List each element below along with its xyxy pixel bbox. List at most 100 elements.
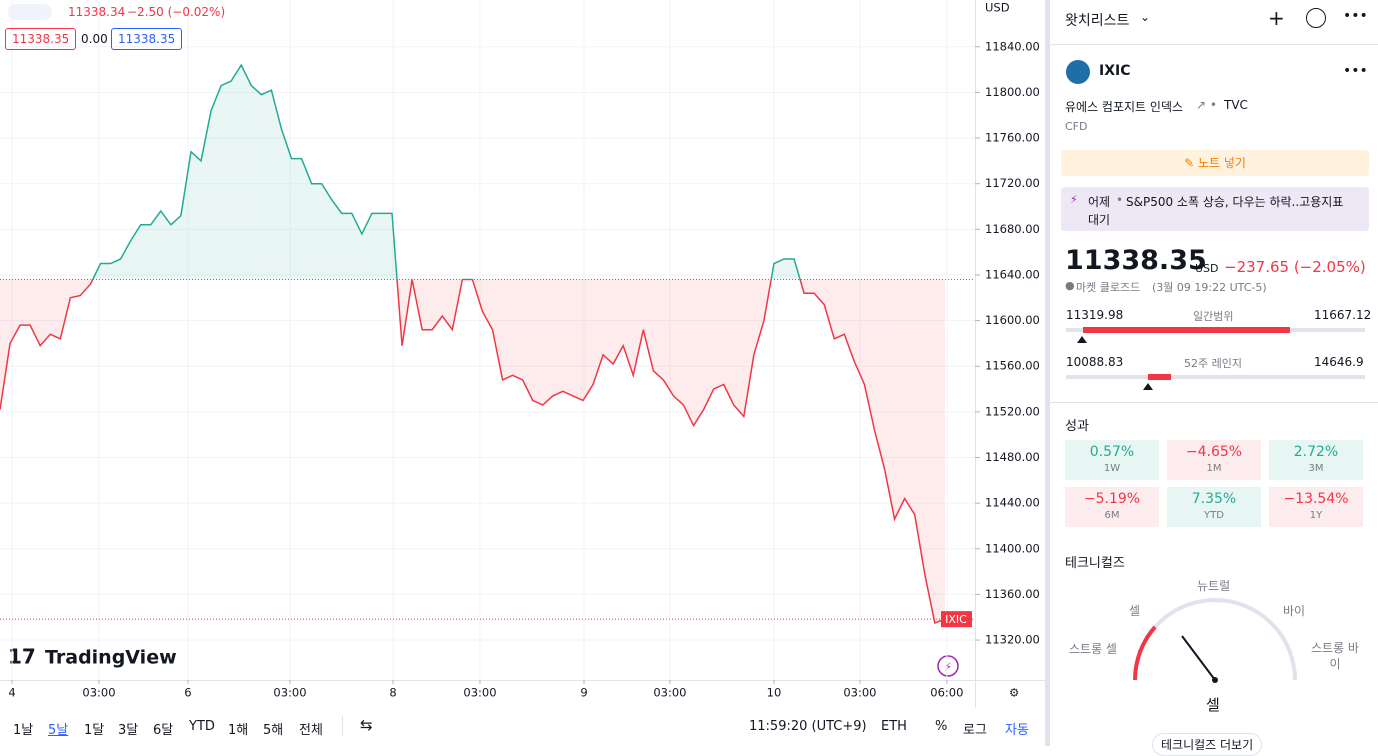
performance-period: 1W xyxy=(1103,463,1121,474)
performance-value: −13.54% xyxy=(1283,491,1349,507)
percent-button[interactable]: % xyxy=(935,719,948,734)
symbol[interactable]: IXIC xyxy=(1099,63,1131,79)
lightning-icon[interactable] xyxy=(937,655,959,677)
x-tick-label: 03:00 xyxy=(82,686,115,700)
day-range-fill xyxy=(1083,327,1290,333)
x-tick-label: 6 xyxy=(184,686,191,700)
day-low: 11319.98 xyxy=(1066,308,1124,322)
date-range-icon[interactable]: ⇆ xyxy=(360,716,373,734)
performance-period: 6M xyxy=(1104,510,1120,521)
performance-cell[interactable]: 0.57% 1W xyxy=(1065,440,1159,480)
x-tick-label: 03:00 xyxy=(653,686,686,700)
range-button[interactable]: 5날 xyxy=(48,723,69,738)
exchange: TVC xyxy=(1224,98,1248,112)
range-button[interactable]: 1날 xyxy=(13,723,34,738)
price-line xyxy=(0,63,946,624)
performance-period: YTD xyxy=(1204,510,1224,521)
symbol-more[interactable]: ••• xyxy=(1343,63,1368,79)
range-button[interactable]: 전체 xyxy=(299,723,323,738)
kind: CFD xyxy=(1065,120,1088,133)
year-range-fill xyxy=(1148,374,1171,380)
range-button[interactable]: 6달 xyxy=(153,723,174,738)
day-range-label: 일간범위 xyxy=(1193,310,1234,323)
performance-title: 성과 xyxy=(1065,419,1089,434)
gauge-active-arc xyxy=(1132,625,1157,681)
legend-toggle[interactable] xyxy=(8,4,52,20)
status-dot: ● xyxy=(1065,279,1075,292)
y-tick-label: 11640.00 xyxy=(985,267,1040,281)
price: 11338.35 xyxy=(1065,245,1207,276)
gauge-needle xyxy=(1181,635,1216,681)
bottom-toolbar: 1날 5날 1달 3달 6달 YTD 1해 5해 전체 xyxy=(0,708,1045,746)
x-tick-label: 10 xyxy=(767,686,782,700)
range-button[interactable]: 3달 xyxy=(118,723,139,738)
performance-period: 1M xyxy=(1206,463,1222,474)
note-button[interactable]: ✎ 노트 넣기 xyxy=(1061,150,1369,176)
gauge-result: 셀 xyxy=(1206,696,1220,714)
dot: • xyxy=(1116,193,1124,207)
spread: 0.00 xyxy=(81,32,108,46)
range-button[interactable]: 5해 xyxy=(263,723,284,738)
y-tick-label: 11800.00 xyxy=(985,85,1040,99)
year-high: 14646.9 xyxy=(1314,355,1364,369)
y-tick-label: 11440.00 xyxy=(985,496,1040,510)
news-headline: S&P500 소폭 상승, 다우는 하락..고용지표 대기 xyxy=(1088,195,1344,227)
y-tick-label: 11480.00 xyxy=(985,450,1040,464)
auto-button[interactable]: 자동 xyxy=(1005,723,1029,738)
performance-cell[interactable]: 7.35% YTD xyxy=(1167,487,1261,527)
performance-cell[interactable]: 2.72% 3M xyxy=(1269,440,1363,480)
logo: TradingView xyxy=(45,647,177,669)
session-button[interactable]: ETH xyxy=(881,719,907,734)
symbol-tag xyxy=(941,611,972,628)
performance-cell[interactable]: −5.19% 6M xyxy=(1065,487,1159,527)
log-button[interactable]: 로그 xyxy=(963,723,987,738)
y-tick-label: 11720.00 xyxy=(985,176,1040,190)
note-label: 노트 넣기 xyxy=(1197,156,1246,170)
year-range-label: 52주 레인지 xyxy=(1184,357,1242,370)
range-button[interactable]: 1달 xyxy=(84,723,105,738)
x-tick-label: 06:00 xyxy=(930,686,963,700)
news-card[interactable] xyxy=(1061,187,1369,231)
axis-unit[interactable]: USD xyxy=(985,1,1010,15)
x-tick-label: 4 xyxy=(8,686,15,700)
gauge-neutral: 뉴트럴 xyxy=(1197,579,1231,593)
ask-box[interactable]: 11338.35 xyxy=(111,28,183,50)
x-tick-label: 03:00 xyxy=(843,686,876,700)
range-button[interactable]: 1해 xyxy=(228,723,249,738)
news-when: 어제 xyxy=(1088,195,1111,209)
x-tick-label: 03:00 xyxy=(273,686,306,700)
divider xyxy=(342,716,343,736)
gauge-buy: 바이 xyxy=(1283,604,1306,618)
watchlist-title[interactable]: 왓치리스트 xyxy=(1065,13,1130,29)
gauge xyxy=(1132,598,1297,683)
symbol-tag-label: IXIC xyxy=(945,613,967,626)
legend-change: −2.50 (−0.02%) xyxy=(127,5,226,19)
add-icon[interactable]: + xyxy=(1268,6,1285,30)
legend-price: 11338.34 xyxy=(68,5,126,19)
pie-icon[interactable] xyxy=(1306,8,1326,28)
bid-box[interactable]: 11338.35 xyxy=(5,28,77,50)
technicals-title[interactable]: 테크니컬즈 xyxy=(1065,556,1125,571)
symbol-name[interactable]: 유에스 컴포지트 인덱스 xyxy=(1065,100,1184,114)
day-high: 11667.12 xyxy=(1314,308,1372,322)
more-icon[interactable]: ••• xyxy=(1343,8,1368,24)
range-button[interactable]: YTD xyxy=(189,719,215,734)
news-icon: ⚡ xyxy=(1070,193,1078,206)
year-range-marker xyxy=(1142,383,1153,390)
y-tick-label: 11760.00 xyxy=(985,131,1040,145)
external-icon: ↗ • xyxy=(1196,98,1217,112)
separator xyxy=(1050,44,1378,45)
gauge-sell: 셀 xyxy=(1129,604,1141,618)
performance-cell[interactable]: −4.65% 1M xyxy=(1167,440,1261,480)
symbol-logo xyxy=(1066,60,1090,84)
performance-cell[interactable]: −13.54% 1Y xyxy=(1269,487,1363,527)
technicals-more[interactable]: 테크니컬즈 더보기 xyxy=(1152,733,1263,756)
settings-icon[interactable]: ⚙ xyxy=(1009,686,1019,700)
performance-value: 2.72% xyxy=(1293,444,1339,460)
dropdown-icon[interactable]: ⌄ xyxy=(1140,10,1151,24)
y-tick-label: 11320.00 xyxy=(985,633,1040,647)
gauge-arc xyxy=(1133,598,1297,681)
gauge-hub xyxy=(1212,677,1218,683)
